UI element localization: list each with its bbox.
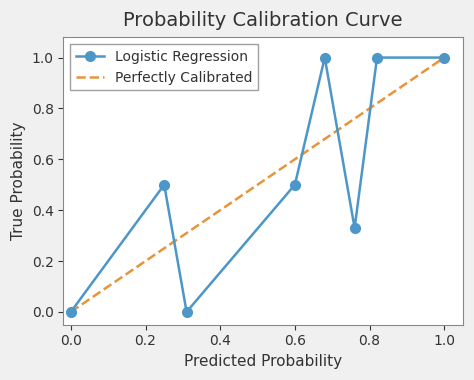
Logistic Regression: [292, 182, 298, 187]
Logistic Regression: [322, 55, 328, 60]
Line: Logistic Regression: Logistic Regression: [66, 53, 449, 317]
Logistic Regression: [68, 310, 73, 314]
Logistic Regression: [161, 182, 167, 187]
Logistic Regression: [184, 310, 190, 314]
Logistic Regression: [441, 55, 447, 60]
Logistic Regression: [352, 226, 357, 230]
Title: Probability Calibration Curve: Probability Calibration Curve: [123, 11, 403, 30]
Legend: Logistic Regression, Perfectly Calibrated: Logistic Regression, Perfectly Calibrate…: [70, 44, 258, 90]
X-axis label: Predicted Probability: Predicted Probability: [184, 354, 342, 369]
Y-axis label: True Probability: True Probability: [11, 122, 26, 240]
Logistic Regression: [374, 55, 380, 60]
